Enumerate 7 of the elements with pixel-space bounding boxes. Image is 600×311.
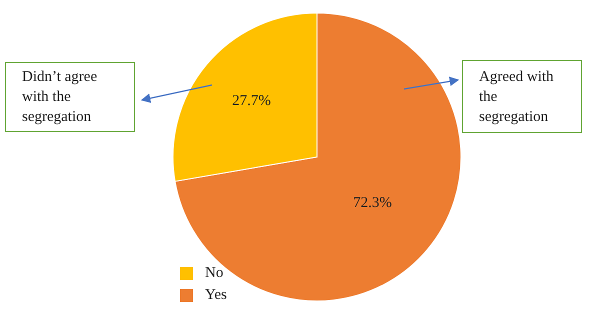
- legend-label: No: [205, 265, 224, 281]
- data-label: 72.3%: [353, 195, 392, 212]
- callout-box: Agreed with the segregation: [462, 60, 582, 133]
- legend-label: Yes: [205, 287, 227, 303]
- data-label: 27.7%: [232, 92, 271, 109]
- pie-slice: [174, 12, 462, 302]
- callout-box: Didn’t agree with the segregation: [5, 62, 135, 132]
